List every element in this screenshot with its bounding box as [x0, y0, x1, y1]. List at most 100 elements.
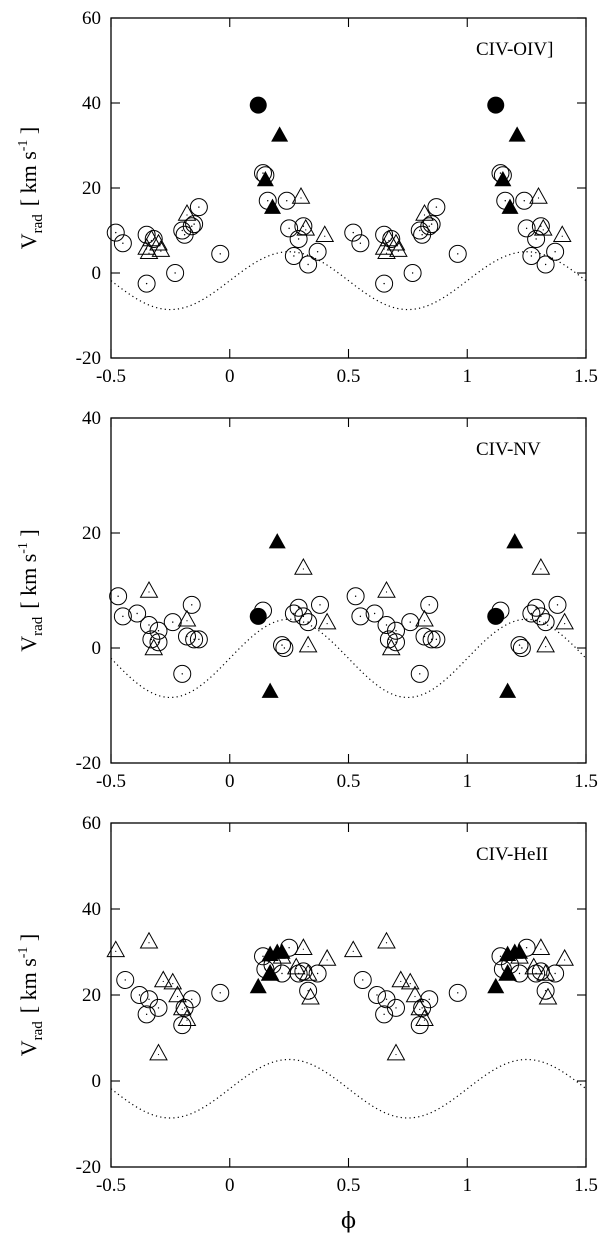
data-point-open-circle: [109, 587, 128, 606]
data-point-center-dot: [430, 223, 433, 225]
data-point-open-circle: [351, 607, 370, 626]
data-point-center-dot: [537, 197, 540, 199]
data-point-open-triangle: [400, 972, 420, 990]
x-tick-label: -0.5: [96, 1175, 126, 1196]
data-point-filled-circle: [249, 607, 267, 625]
data-point-center-dot: [162, 980, 164, 983]
data-point-open-circle: [517, 219, 536, 238]
data-point-open-triangle: [177, 1009, 197, 1026]
data-point-center-dot: [153, 238, 155, 240]
data-point-center-dot: [262, 172, 264, 174]
data-point-center-dot: [136, 612, 138, 615]
data-point-center-dot: [302, 615, 305, 618]
data-point-center-dot: [262, 955, 264, 957]
data-point-filled-triangle: [487, 977, 505, 994]
data-point-center-dot: [423, 214, 426, 216]
data-point-open-circle: [116, 970, 135, 989]
data-point-center-dot: [297, 238, 300, 240]
data-point-open-triangle: [389, 240, 408, 257]
data-point-open-circle: [185, 630, 204, 649]
data-point-center-dot: [293, 612, 295, 615]
data-point-open-circle: [106, 223, 125, 242]
data-point-open-triangle: [149, 1043, 168, 1061]
data-point-center-dot: [172, 621, 174, 623]
data-point-open-circle: [527, 598, 546, 617]
data-point-open-circle: [427, 630, 446, 649]
data-point-open-circle: [387, 621, 405, 640]
x-tick-label: -0.5: [96, 366, 126, 387]
data-point-open-circle: [427, 198, 446, 217]
data-point-open-triangle: [317, 948, 337, 966]
data-point-center-dot: [385, 942, 388, 944]
data-point-open-circle: [113, 234, 132, 253]
data-point-open-triangle: [172, 998, 192, 1016]
data-point-open-circle: [289, 598, 308, 617]
data-point-open-circle: [344, 223, 363, 242]
data-point-open-triangle: [163, 972, 183, 990]
data-point-open-triangle: [379, 229, 399, 247]
data-point-open-circle: [375, 1005, 394, 1024]
data-point-center-dot: [115, 231, 117, 234]
data-point-center-dot: [362, 979, 364, 981]
data-point-open-triangle: [386, 233, 406, 251]
data-point-center-dot: [157, 1007, 160, 1009]
data-point-open-triangle: [294, 557, 313, 575]
data-point-center-dot: [414, 995, 416, 998]
data-point-center-dot: [400, 980, 402, 983]
data-point-center-dot: [191, 604, 193, 606]
data-point-open-circle: [536, 981, 555, 1000]
data-point-open-triangle: [139, 931, 159, 949]
data-point-center-dot: [300, 197, 302, 199]
data-point-open-triangle: [139, 580, 159, 598]
data-point-center-dot: [326, 959, 328, 961]
data-point-center-dot: [504, 200, 506, 202]
data-point-center-dot: [307, 646, 309, 648]
data-point-open-circle: [548, 595, 567, 614]
data-point-open-circle: [284, 247, 303, 265]
data-point-center-dot: [295, 967, 297, 970]
data-point-center-dot: [390, 238, 392, 240]
y-axis-label: Vrad[ km s-1 ]: [16, 934, 46, 1057]
data-point-open-circle: [522, 247, 541, 265]
data-point-open-triangle: [415, 1009, 434, 1026]
data-point-filled-triangle: [508, 126, 526, 142]
data-point-open-triangle: [377, 580, 396, 598]
data-point-center-dot: [544, 990, 547, 992]
data-point-center-dot: [419, 1008, 421, 1011]
data-point-open-circle: [185, 215, 204, 234]
data-point-center-dot: [383, 282, 385, 285]
data-point-center-dot: [150, 239, 152, 242]
data-point-center-dot: [191, 225, 193, 227]
data-point-center-dot: [545, 974, 547, 976]
data-point-center-dot: [124, 979, 126, 981]
data-point-open-circle: [368, 986, 386, 1004]
data-point-center-dot: [435, 638, 438, 641]
y-tick-label: -20: [76, 1157, 101, 1178]
data-point-open-triangle: [317, 612, 337, 630]
data-point-open-circle: [173, 664, 192, 683]
data-point-open-circle: [422, 215, 441, 234]
data-point-open-circle: [289, 230, 308, 248]
data-point-center-dot: [122, 615, 124, 618]
data-point-center-dot: [411, 272, 414, 274]
data-point-center-dot: [564, 623, 566, 625]
data-point-center-dot: [302, 948, 304, 950]
data-point-open-circle: [515, 191, 534, 210]
data-point-center-dot: [395, 1053, 397, 1056]
data-point-filled-circle: [249, 96, 267, 114]
data-point-open-circle: [510, 636, 529, 655]
data-point-open-circle: [173, 221, 192, 240]
x-tick-label: 1.5: [574, 1175, 598, 1196]
data-point-center-dot: [421, 1007, 423, 1009]
data-point-center-dot: [307, 974, 309, 976]
data-point-open-triangle: [343, 940, 363, 958]
data-point-open-triangle: [377, 242, 396, 260]
data-point-center-dot: [373, 612, 376, 615]
y-tick-label: 0: [92, 1071, 102, 1092]
y-tick-label: 60: [82, 813, 101, 834]
data-point-center-dot: [385, 252, 388, 254]
data-point-open-circle: [420, 595, 439, 614]
data-point-center-dot: [419, 673, 421, 675]
data-point-center-dot: [554, 972, 556, 975]
y-tick-label: 20: [82, 985, 101, 1006]
